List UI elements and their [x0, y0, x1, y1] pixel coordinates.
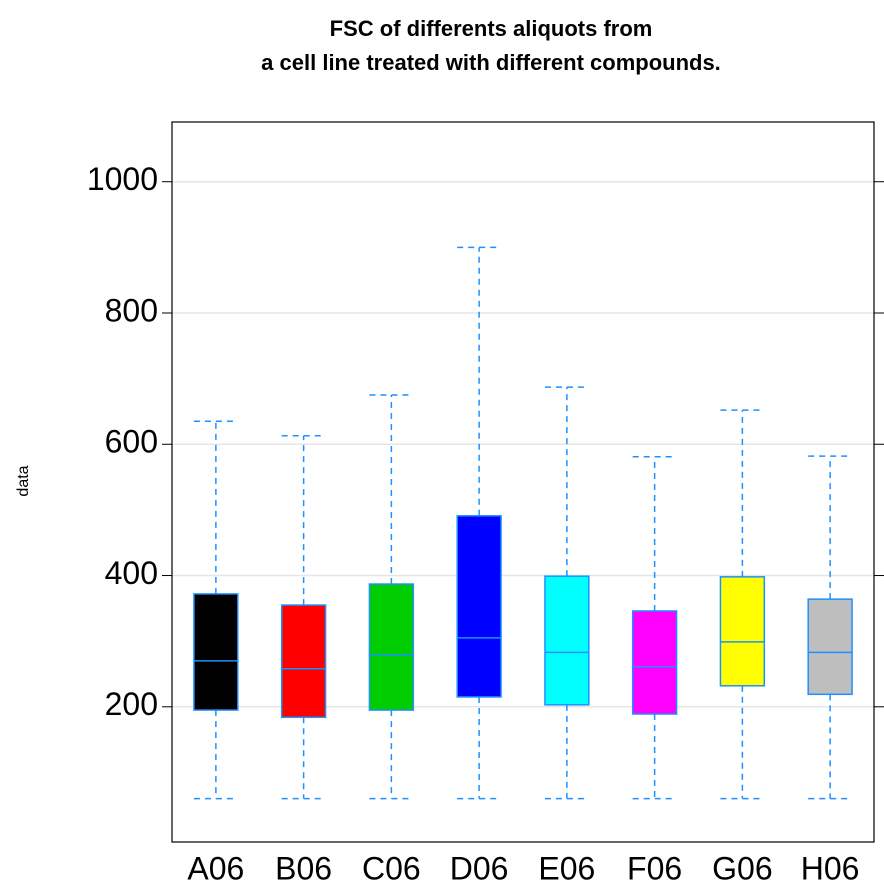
x-tick-label: D06 — [450, 850, 509, 886]
x-tick-label: B06 — [275, 850, 332, 886]
x-tick-label: E06 — [538, 850, 595, 886]
x-tick-label: F06 — [627, 850, 682, 886]
box — [368, 583, 415, 711]
y-tick-label: 800 — [105, 292, 158, 328]
y-tick-label: 200 — [105, 686, 158, 722]
x-tick-label: H06 — [801, 850, 860, 886]
y-tick-label: 400 — [105, 555, 158, 591]
box — [456, 515, 502, 698]
y-axis-label: data — [15, 465, 32, 496]
box — [544, 575, 590, 706]
y-tick-label: 600 — [105, 424, 158, 460]
x-tick-label: A06 — [187, 850, 244, 886]
chart-title: FSC of differents aliquots from — [330, 16, 653, 41]
x-tick-label: G06 — [712, 850, 772, 886]
box — [719, 576, 766, 687]
box — [193, 593, 239, 711]
x-tick-label: C06 — [362, 850, 421, 886]
box — [807, 598, 853, 696]
box — [631, 610, 678, 715]
box — [280, 604, 327, 719]
plot-frame — [171, 121, 875, 843]
chart-title: a cell line treated with different compo… — [261, 50, 721, 75]
y-tick-label: 1000 — [87, 161, 158, 197]
